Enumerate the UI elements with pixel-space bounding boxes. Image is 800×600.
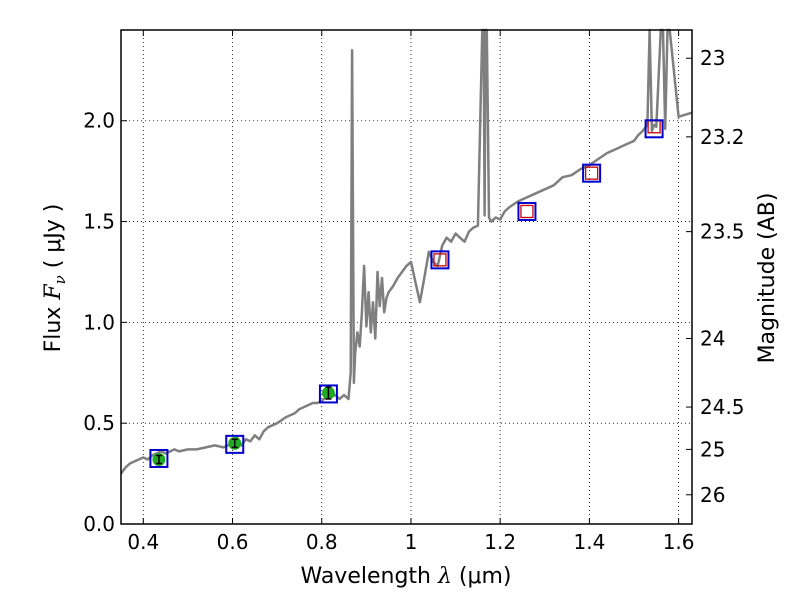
x-axis-title: Wavelength λ (μm) [300, 564, 511, 589]
photometry-markers [149, 119, 664, 468]
x-tick-label: 1.6 [663, 530, 695, 554]
axis-ticks: 0.4 0.6 0.8 1 1.2 1.4 1.6 0.0 0.5 1.0 1.5 2.0 23 23.2… [83, 30, 745, 554]
x-tick-label: 1 [405, 530, 418, 554]
model-photometry-square [318, 384, 338, 404]
model-photometry-square [582, 163, 602, 183]
y2-axis-title: Magnitude (AB) [755, 193, 780, 364]
y-tick-label: 0.0 [83, 512, 115, 536]
grid-lines [121, 30, 692, 525]
model-photometry-square [430, 250, 450, 270]
y2-tick-label: 24 [700, 326, 725, 350]
upper-point [520, 204, 534, 219]
y2-tick-label: 25 [700, 437, 725, 461]
y-tick-label: 2.0 [83, 109, 115, 133]
x-tick-label: 1.4 [573, 530, 605, 554]
model-photometry-square [225, 434, 245, 454]
model-photometry-square [644, 119, 664, 139]
x-tick-label: 0.6 [217, 530, 249, 554]
y2-tick-label: 23.5 [700, 220, 745, 244]
y2-tick-label: 23.2 [700, 125, 745, 149]
y-tick-label: 1.5 [83, 210, 115, 234]
model-spectrum-series [119, 28, 693, 475]
y-tick-label: 1.0 [83, 310, 115, 334]
upper-point [584, 166, 599, 180]
y-tick-label: 0.5 [83, 411, 115, 435]
y-axis-title: Flux Fν ( μJy ) [41, 204, 69, 353]
y2-tick-label: 26 [700, 483, 725, 507]
spectrum-line [119, 28, 693, 475]
model-photometry-square [149, 448, 169, 468]
y2-tick-label: 24.5 [700, 395, 745, 419]
x-tick-label: 0.4 [127, 530, 159, 554]
y2-tick-label: 23 [700, 46, 725, 70]
x-tick-label: 1.2 [484, 530, 516, 554]
upper-point [433, 253, 447, 267]
model-photometry-square [517, 201, 537, 221]
plot-frame [120, 29, 693, 525]
x-tick-label: 0.8 [306, 530, 338, 554]
